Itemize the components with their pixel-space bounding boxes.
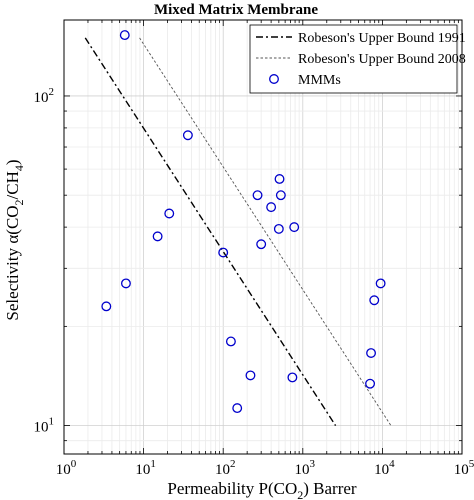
mmm-data-point [375,278,386,289]
mmm-data-point [366,348,376,358]
mmm-data-point [152,231,163,242]
x-axis-label: Permeability P(CO2) Barrer [167,479,357,500]
mmm-data-point [218,247,229,258]
mmm-data-point [252,190,263,201]
mmm-data-point [275,190,286,201]
mmm-data-point [245,370,256,381]
legend-entry-label: MMMs [298,73,341,88]
x-tick-label: 100 [56,458,77,478]
plot-area-frame [63,19,463,455]
legend-marker-sample [269,74,279,84]
mmm-data-point [225,336,236,347]
x-tick-label: 104 [374,458,395,478]
mmm-data-point [164,208,175,219]
mmm-data-point [119,30,130,41]
legend-entry-label: Robeson's Upper Bound 1991 [298,31,466,46]
legend-box [249,24,458,94]
mmm-data-point [232,403,243,414]
x-tick-label: 105 [454,458,474,478]
y-axis-label: Selectivity α(CO2/CH4) [3,159,26,320]
chart-title: Mixed Matrix Membrane [154,2,318,18]
y-tick-label: 101 [34,416,55,436]
upper-bound-2008-line [139,37,392,426]
mmm-data-point [365,378,376,389]
x-tick-label: 101 [135,458,156,478]
upper-bound-1991-line [84,37,337,426]
axis-ticks: 100 101 102 103 104 105 101 102 [34,20,474,478]
plot-series [84,30,392,426]
mmm-data-point [101,301,112,312]
mmm-data-point [273,223,284,234]
mmm-data-point [266,202,277,213]
legend: Robeson's Upper Bound 1991 Robeson's Uppe… [249,24,466,94]
mmm-data-point [274,174,285,184]
mmm-data-point [256,239,267,250]
mmm-data-point [182,130,193,141]
mmm-data-point [287,372,298,383]
x-tick-label: 103 [295,458,316,478]
x-tick-label: 102 [215,458,236,478]
y-tick-label: 102 [34,86,55,106]
legend-entry-label: Robeson's Upper Bound 2008 [298,52,466,67]
mmm-data-point [369,295,380,306]
grid-lines [63,20,463,454]
mmm-data-point [289,222,300,233]
mmm-data-point [120,278,131,289]
